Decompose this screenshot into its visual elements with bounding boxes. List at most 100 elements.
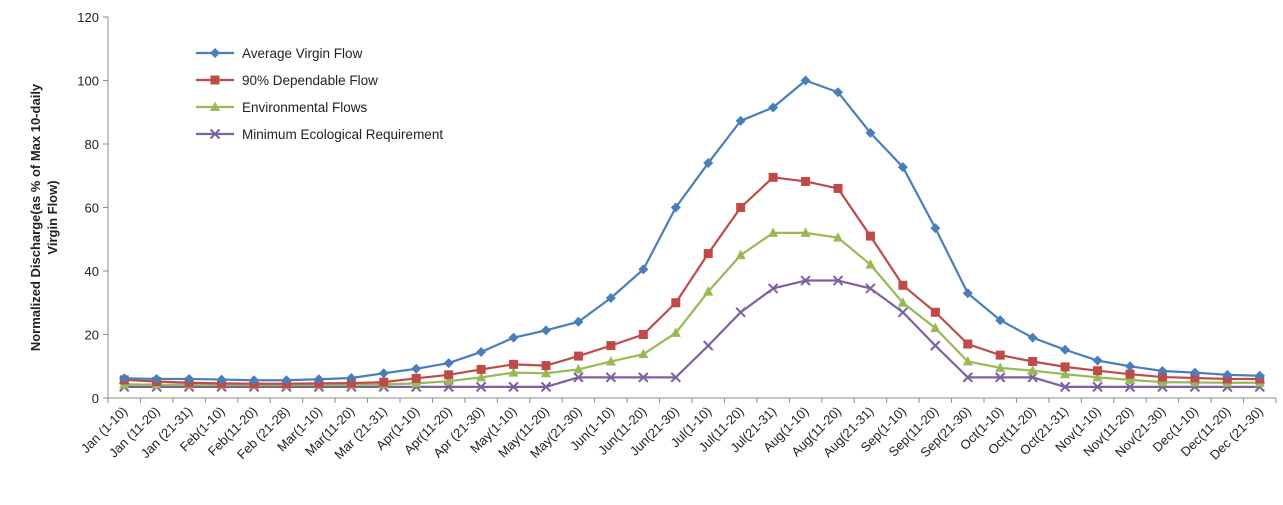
legend-item: 90% Dependable Flow <box>196 73 378 88</box>
data-point <box>703 340 714 351</box>
series-1 <box>119 75 1265 386</box>
data-point <box>1222 369 1233 380</box>
y-tick-label: 120 <box>77 10 99 25</box>
data-point <box>443 358 454 369</box>
data-point <box>865 127 876 138</box>
data-point <box>1027 365 1038 375</box>
legend-item: Average Virgin Flow <box>196 46 363 61</box>
data-point <box>638 330 648 339</box>
y-tick-label: 20 <box>85 328 99 343</box>
data-point <box>1157 372 1167 382</box>
data-point <box>541 361 551 371</box>
data-point <box>735 307 746 318</box>
series-2 <box>119 172 1265 389</box>
legend-item: Minimum Ecological Requirement <box>196 127 443 142</box>
legend: Average Virgin Flow 90% Dependable Flow En… <box>196 46 443 142</box>
y-tick-label: 0 <box>92 391 99 406</box>
data-point <box>897 162 908 173</box>
data-point <box>346 378 356 388</box>
data-point <box>1027 332 1038 343</box>
data-point <box>1254 370 1265 381</box>
data-point <box>865 259 876 269</box>
data-point <box>1092 371 1103 382</box>
data-point <box>1092 381 1103 393</box>
data-point <box>281 375 292 386</box>
data-point <box>541 325 551 336</box>
data-point <box>443 375 454 386</box>
data-point <box>475 381 487 393</box>
data-point <box>865 231 875 241</box>
data-point <box>119 373 130 384</box>
legend-label: Environmental Flows <box>242 100 368 115</box>
data-point <box>930 340 941 351</box>
data-point <box>703 286 714 296</box>
data-point <box>703 158 714 169</box>
data-point <box>833 183 843 193</box>
series-line <box>124 176 1260 385</box>
data-point <box>801 176 811 186</box>
data-point <box>832 275 844 286</box>
data-point <box>476 346 487 357</box>
data-point <box>897 307 909 318</box>
data-point <box>638 264 649 275</box>
data-point <box>995 372 1006 383</box>
data-point <box>1093 366 1103 376</box>
y-axis-title-line-2: Virgin Flow) <box>45 180 60 254</box>
data-point <box>573 363 584 374</box>
data-point <box>1060 344 1071 355</box>
data-point <box>1092 355 1103 366</box>
data-point <box>800 227 811 237</box>
legend-item: Environmental Flows <box>196 100 368 115</box>
y-tick-label: 40 <box>85 264 99 279</box>
data-point <box>897 297 908 307</box>
series-line <box>124 79 1260 382</box>
data-point <box>509 359 519 369</box>
data-point <box>930 223 941 234</box>
data-point <box>411 373 421 383</box>
series-line <box>124 279 1260 388</box>
data-point <box>1060 368 1071 379</box>
data-point <box>1157 366 1168 377</box>
data-point <box>379 377 389 387</box>
data-point <box>541 367 551 378</box>
data-point <box>573 372 584 383</box>
data-point <box>768 227 779 237</box>
data-point <box>210 48 220 58</box>
data-point <box>606 341 616 351</box>
data-point <box>1190 373 1200 383</box>
y-tick-label: 80 <box>85 137 99 152</box>
data-point <box>735 115 746 126</box>
data-point <box>1059 381 1071 393</box>
data-point <box>800 75 811 86</box>
data-point <box>1125 369 1135 379</box>
legend-label: Average Virgin Flow <box>242 46 363 61</box>
data-point <box>833 87 843 98</box>
data-point <box>210 101 220 111</box>
data-point <box>249 375 259 386</box>
data-point <box>670 327 681 337</box>
data-point <box>962 288 973 299</box>
data-point <box>573 351 583 361</box>
legend-label: 90% Dependable Flow <box>242 73 378 88</box>
series-lines <box>119 75 1265 393</box>
data-point <box>216 374 227 385</box>
data-point <box>508 367 519 377</box>
data-point <box>313 374 324 385</box>
data-point <box>703 249 713 259</box>
data-point <box>184 373 195 384</box>
data-point <box>800 275 811 286</box>
data-point <box>898 280 908 290</box>
series-line <box>124 231 1260 387</box>
y-tick-label: 100 <box>77 74 99 89</box>
y-axis-title: Normalized Discharge(as % of Max 10-dail… <box>28 83 60 351</box>
data-point <box>411 363 422 374</box>
y-axis-ticks: 0 20 40 60 80 100 120 <box>77 10 108 406</box>
data-point <box>540 381 552 393</box>
data-point <box>963 339 973 349</box>
data-point <box>735 249 746 260</box>
series-4 <box>119 275 1265 393</box>
data-point <box>346 372 357 383</box>
data-point <box>865 283 876 294</box>
data-point <box>768 172 778 182</box>
